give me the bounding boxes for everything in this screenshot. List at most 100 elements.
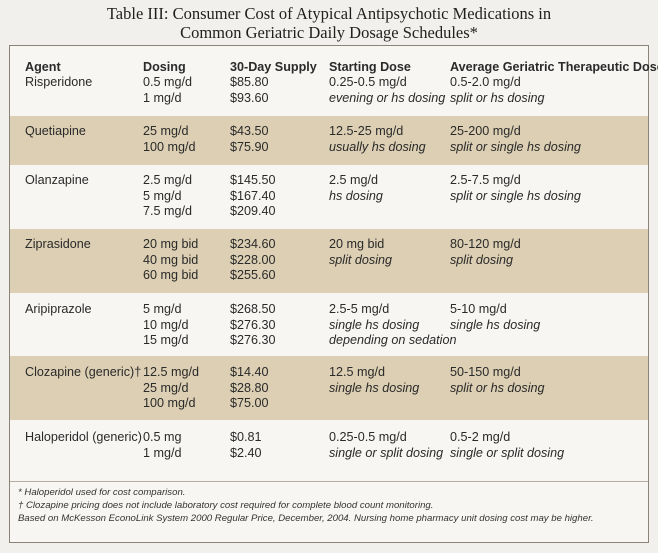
header-starting-dose: Starting Dose [329, 60, 411, 74]
starting-note: single hs dosing [329, 380, 420, 395]
starting-cell: 2.5-5 mg/d single hs dosing depending on… [329, 302, 456, 349]
dosing-value: 100 mg/d [143, 139, 196, 154]
agent-name: Haloperidol (generic) [25, 430, 142, 444]
supply-value: $276.30 [230, 333, 276, 347]
average-value: 80-120 mg/d [450, 237, 521, 251]
dosing-value: 12.5 mg/d [143, 365, 200, 379]
starting-cell: 20 mg bid split dosing [329, 237, 392, 268]
table-row-aripiprazole: Aripiprazole 5 mg/d 10 mg/d 15 mg/d $268… [10, 293, 648, 356]
header-dosing: Dosing [143, 60, 186, 74]
supply-value: $28.80 [230, 380, 269, 395]
agent-name: Ziprasidone [25, 237, 91, 251]
starting-cell: 12.5-25 mg/d usually hs dosing [329, 124, 426, 155]
average-value: 2.5-7.5 mg/d [450, 173, 521, 187]
starting-note: hs dosing [329, 188, 383, 203]
supply-value: $167.40 [230, 188, 276, 203]
dosing-value: 25 mg/d [143, 380, 189, 395]
supply-value: $0.81 [230, 430, 262, 444]
average-cell: 0.5-2 mg/d single or split dosing [450, 430, 564, 461]
supply-cell: $43.50 $75.90 [230, 124, 269, 155]
average-cell: 80-120 mg/d split dosing [450, 237, 521, 268]
average-cell: 5-10 mg/d single hs dosing [450, 302, 540, 333]
dosing-cell: 2.5 mg/d 5 mg/d 7.5 mg/d [143, 173, 192, 220]
starting-cell: 12.5 mg/d single hs dosing [329, 365, 419, 396]
average-cell: 2.5-7.5 mg/d split or single hs dosing [450, 173, 581, 204]
supply-value: $228.00 [230, 252, 276, 267]
supply-cell: $234.60 $228.00 $255.60 [230, 237, 276, 284]
dosing-value: 2.5 mg/d [143, 173, 193, 187]
average-value: 5-10 mg/d [450, 302, 507, 316]
supply-value: $209.40 [230, 204, 276, 218]
starting-value: 12.5 mg/d [329, 365, 386, 379]
average-note: single hs dosing [450, 317, 541, 332]
starting-note: split dosing [329, 252, 393, 267]
dosing-value: 40 mg bid [143, 252, 199, 267]
supply-value: $276.30 [230, 317, 276, 332]
starting-value: 2.5-5 mg/d [329, 302, 390, 316]
supply-cell: $268.50 $276.30 $276.30 [230, 302, 276, 349]
supply-value: $145.50 [230, 173, 276, 187]
dosing-value: 10 mg/d [143, 317, 189, 332]
average-note: split or single hs dosing [450, 139, 581, 154]
starting-note: single hs dosing [329, 317, 420, 332]
dosing-value: 60 mg bid [143, 268, 199, 282]
dosing-value: 5 mg/d [143, 188, 182, 203]
agent-name: Clozapine (generic)† [25, 365, 142, 379]
dosing-cell: 5 mg/d 10 mg/d 15 mg/d [143, 302, 189, 349]
average-value: 0.5-2.0 mg/d [450, 75, 521, 89]
agent-name: Aripiprazole [25, 302, 92, 316]
agent-name: Risperidone [25, 75, 93, 89]
dosing-value: 25 mg/d [143, 124, 189, 138]
starting-cell: 0.25-0.5 mg/d single or split dosing [329, 430, 443, 461]
table-row-ziprasidone: Ziprasidone 20 mg bid 40 mg bid 60 mg bi… [10, 229, 648, 293]
agent-name: Olanzapine [25, 173, 89, 187]
supply-value: $14.40 [230, 365, 269, 379]
table-title-line-1: Table III: Consumer Cost of Atypical Ant… [106, 4, 552, 23]
agent-name: Quetiapine [25, 124, 86, 138]
supply-value: $234.60 [230, 237, 276, 251]
dosing-cell: 12.5 mg/d 25 mg/d 100 mg/d [143, 365, 199, 412]
table-footnotes: * Haloperidol used for cost comparison. … [18, 486, 638, 525]
dosing-cell: 25 mg/d 100 mg/d [143, 124, 196, 155]
dosing-value: 0.5 mg [143, 430, 182, 444]
average-note: single or split dosing [450, 445, 565, 460]
dosing-value: 7.5 mg/d [143, 204, 193, 218]
starting-note: single or split dosing [329, 445, 444, 460]
footnote-source: Based on McKesson EconoLink System 2000 … [18, 513, 594, 524]
dosing-value: 1 mg/d [143, 90, 182, 105]
starting-value: 2.5 mg/d [329, 173, 379, 187]
dosing-value: 15 mg/d [143, 333, 189, 347]
table-row-clozapine: Clozapine (generic)† 12.5 mg/d 25 mg/d 1… [10, 356, 648, 420]
average-value: 50-150 mg/d [450, 365, 521, 379]
starting-note: evening or hs dosing [329, 90, 446, 105]
starting-note: depending on sedation [329, 333, 457, 347]
starting-value: 20 mg bid [329, 237, 385, 251]
average-note: split or hs dosing [450, 90, 545, 105]
supply-value: $255.60 [230, 268, 276, 282]
header-average-dose: Average Geriatric Therapeutic Dose [450, 60, 658, 74]
table-title-line-2: Common Geriatric Daily Dosage Schedules* [180, 23, 478, 42]
supply-cell: $14.40 $28.80 $75.00 [230, 365, 269, 412]
average-cell: 25-200 mg/d split or single hs dosing [450, 124, 581, 155]
supply-cell: $145.50 $167.40 $209.40 [230, 173, 276, 220]
footer-divider [10, 481, 648, 482]
table-row-quetiapine: Quetiapine 25 mg/d 100 mg/d $43.50 $75.9… [10, 116, 648, 165]
average-cell: 0.5-2.0 mg/d split or hs dosing [450, 75, 545, 106]
supply-cell: $85.80 $93.60 [230, 75, 269, 106]
starting-value: 0.25-0.5 mg/d [329, 430, 407, 444]
supply-value: $268.50 [230, 302, 276, 316]
dosing-cell: 0.5 mg 1 mg/d [143, 430, 182, 461]
header-supply: 30-Day Supply [230, 60, 317, 74]
starting-note: usually hs dosing [329, 139, 426, 154]
average-cell: 50-150 mg/d split or hs dosing [450, 365, 545, 396]
supply-value: $93.60 [230, 90, 269, 105]
starting-value: 12.5-25 mg/d [329, 124, 404, 138]
table-row-olanzapine: Olanzapine 2.5 mg/d 5 mg/d 7.5 mg/d $145… [10, 165, 648, 229]
table-row-haloperidol: Haloperidol (generic) 0.5 mg 1 mg/d $0.8… [10, 420, 648, 480]
dosing-value: 1 mg/d [143, 445, 182, 460]
dosing-value: 20 mg bid [143, 237, 199, 251]
supply-value: $43.50 [230, 124, 269, 138]
table-title: Table III: Consumer Cost of Atypical Ant… [0, 4, 658, 42]
starting-cell: 0.25-0.5 mg/d evening or hs dosing [329, 75, 445, 106]
header-agent: Agent [25, 60, 61, 74]
